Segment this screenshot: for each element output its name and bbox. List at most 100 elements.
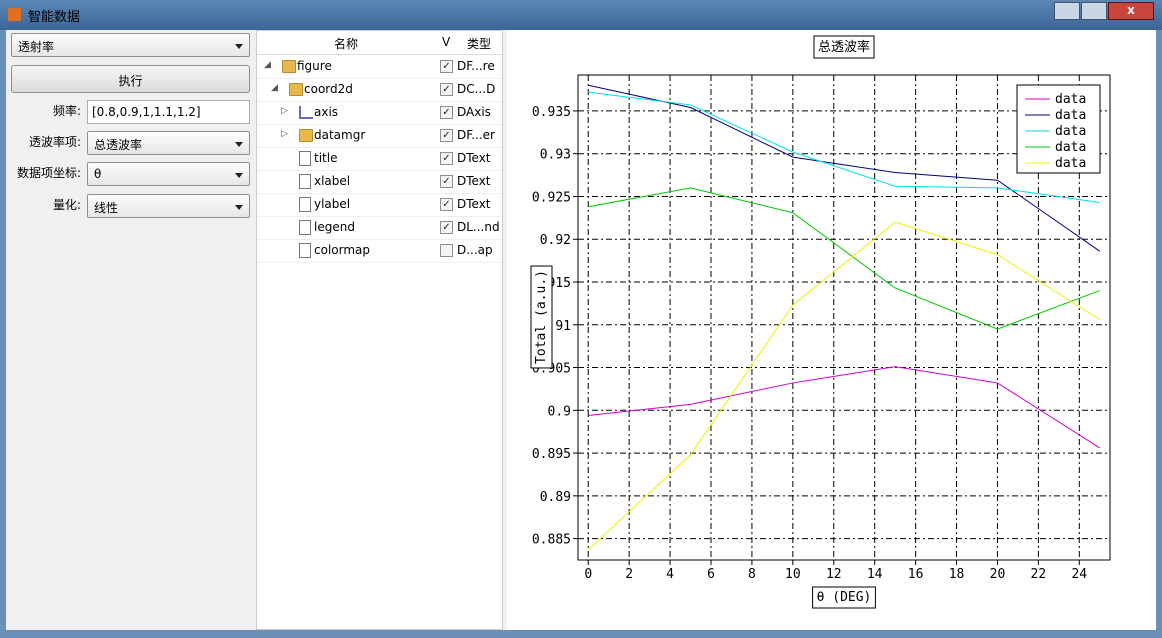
x-tick-label: 12 <box>826 567 842 582</box>
item-combo[interactable]: 总透波率 <box>87 131 250 155</box>
visible-checkbox[interactable]: ✓ <box>440 60 453 73</box>
visible-checkbox[interactable]: ✓ <box>440 175 453 188</box>
tree-row[interactable]: colormap D...ap <box>257 239 502 263</box>
mode-combo[interactable]: 透射率 <box>11 33 250 57</box>
object-tree: 名称 V 类型 ◢ figure ✓ DF...re ◢ coord2d ✓ DC...D ▷ a… <box>256 30 503 630</box>
chart-title: 总透波率 <box>818 39 870 55</box>
expand-arrow[interactable]: ▷ <box>281 106 288 116</box>
tree-row[interactable]: title ✓ DText <box>257 147 502 171</box>
data-line <box>588 187 1100 330</box>
header-cell[interactable]: 类型 <box>467 37 492 51</box>
tree-icon <box>299 129 313 142</box>
field-label: 量化: <box>52 198 81 212</box>
x-tick-label: 16 <box>908 567 924 582</box>
node-name: coord2d <box>304 82 353 96</box>
x-tick-label: 8 <box>748 567 756 582</box>
legend-box <box>1016 84 1101 174</box>
tree-icon <box>299 151 311 166</box>
node-type: DL...nd <box>457 220 500 234</box>
chart: 0 2 4 6 8 10 12 14 16 18 20 22 240.8850.890.8950.90.… <box>530 35 1111 609</box>
tree-row[interactable]: ▷ axis ✓ DAxis <box>257 101 502 125</box>
x-tick-label: 18 <box>949 567 965 582</box>
y-tick-label: 0.885 <box>532 533 571 548</box>
data-line <box>588 84 1101 252</box>
expand-arrow[interactable]: ▷ <box>281 129 288 139</box>
visible-checkbox[interactable] <box>440 244 453 257</box>
expand-arrow[interactable]: ◢ <box>264 60 271 70</box>
y-axis-label: Total (a.u.) <box>534 270 549 364</box>
tree-row[interactable]: ylabel ✓ DText <box>257 193 502 217</box>
scale-combo[interactable]: 线性 <box>87 194 250 218</box>
field-label: 透波率项: <box>28 135 81 149</box>
title-bar: 智能数据 x <box>0 0 1162 30</box>
plot-frame <box>577 74 1111 561</box>
visible-checkbox[interactable]: ✓ <box>440 152 453 165</box>
legend-label: data <box>1055 92 1086 107</box>
expand-arrow[interactable]: ◢ <box>271 83 278 93</box>
run-button[interactable]: 执行 <box>11 65 250 93</box>
field-label: 数据项坐标: <box>16 166 81 180</box>
visible-checkbox[interactable]: ✓ <box>440 83 453 96</box>
legend-label: data <box>1055 124 1086 139</box>
visible-checkbox[interactable]: ✓ <box>440 221 453 234</box>
y-axis-label-group: Total (a.u.) <box>530 265 553 369</box>
y-tick-label: 0.925 <box>532 190 571 205</box>
x-tick-label: 20 <box>990 567 1006 582</box>
x-tick-label: 22 <box>1031 567 1047 582</box>
tree-row[interactable]: ◢ figure ✓ DF...re <box>257 55 502 79</box>
tree-icon <box>282 60 296 73</box>
node-name: legend <box>314 220 355 234</box>
visible-checkbox[interactable]: ✓ <box>440 129 453 142</box>
close-button[interactable]: x <box>1108 2 1154 20</box>
x-tick-label: 4 <box>666 567 674 582</box>
tree-icon <box>299 174 311 189</box>
node-name: colormap <box>314 243 370 257</box>
node-type: DF...re <box>457 59 495 73</box>
maximize-button[interactable] <box>1081 2 1107 20</box>
x-tick-label: 6 <box>707 567 715 582</box>
node-type: DText <box>457 197 491 211</box>
tree-row[interactable]: ◢ coord2d ✓ DC...D <box>257 78 502 102</box>
x-tick-label: 0 <box>584 567 592 582</box>
tree-icon <box>289 83 303 96</box>
node-name: xlabel <box>314 174 351 188</box>
x-axis-label: θ (DEG) <box>817 590 872 605</box>
y-tick-label: 0.89 <box>540 490 571 505</box>
frequency-input[interactable]: [0.8,0.9,1,1.1,1.2] <box>87 100 250 124</box>
legend-label: data <box>1055 140 1086 155</box>
y-tick-label: 0.93 <box>540 148 571 163</box>
node-type: DText <box>457 151 491 165</box>
x-tick-label: 14 <box>867 567 883 582</box>
app-icon <box>8 8 21 21</box>
tree-row[interactable]: ▷ datamgr ✓ DF...er <box>257 124 502 148</box>
node-type: DC...D <box>457 82 496 96</box>
chart-title-group: 总透波率 <box>813 35 875 59</box>
data-line <box>588 91 1100 203</box>
header-cell[interactable]: V <box>442 35 451 49</box>
y-tick-label: 0.92 <box>540 233 571 248</box>
tree-icon <box>299 220 311 235</box>
coord-combo[interactable]: θ <box>87 162 250 186</box>
tree-header: 名称 V 类型 <box>257 31 502 55</box>
y-tick-label: 0.935 <box>532 105 571 120</box>
x-tick-label: 10 <box>785 567 801 582</box>
window-title: 智能数据 <box>28 10 81 25</box>
legend-label: data <box>1055 156 1086 171</box>
visible-checkbox[interactable]: ✓ <box>440 198 453 211</box>
visible-checkbox[interactable]: ✓ <box>440 106 453 119</box>
data-line <box>588 366 1101 449</box>
header-cell[interactable]: 名称 <box>334 37 359 51</box>
x-axis-label-group: θ (DEG) <box>812 586 876 609</box>
y-tick-label: 0.9 <box>548 404 571 419</box>
node-type: DAxis <box>457 105 491 119</box>
legend-label: data <box>1055 108 1086 123</box>
node-type: DF...er <box>457 128 495 142</box>
node-name: datamgr <box>314 128 366 142</box>
x-axis-label-box <box>812 586 876 609</box>
node-type: D...ap <box>457 243 493 257</box>
tree-row[interactable]: legend ✓ DL...nd <box>257 216 502 240</box>
tree-icon <box>299 243 311 258</box>
tree-row[interactable]: xlabel ✓ DText <box>257 170 502 194</box>
minimize-button[interactable] <box>1054 2 1080 20</box>
